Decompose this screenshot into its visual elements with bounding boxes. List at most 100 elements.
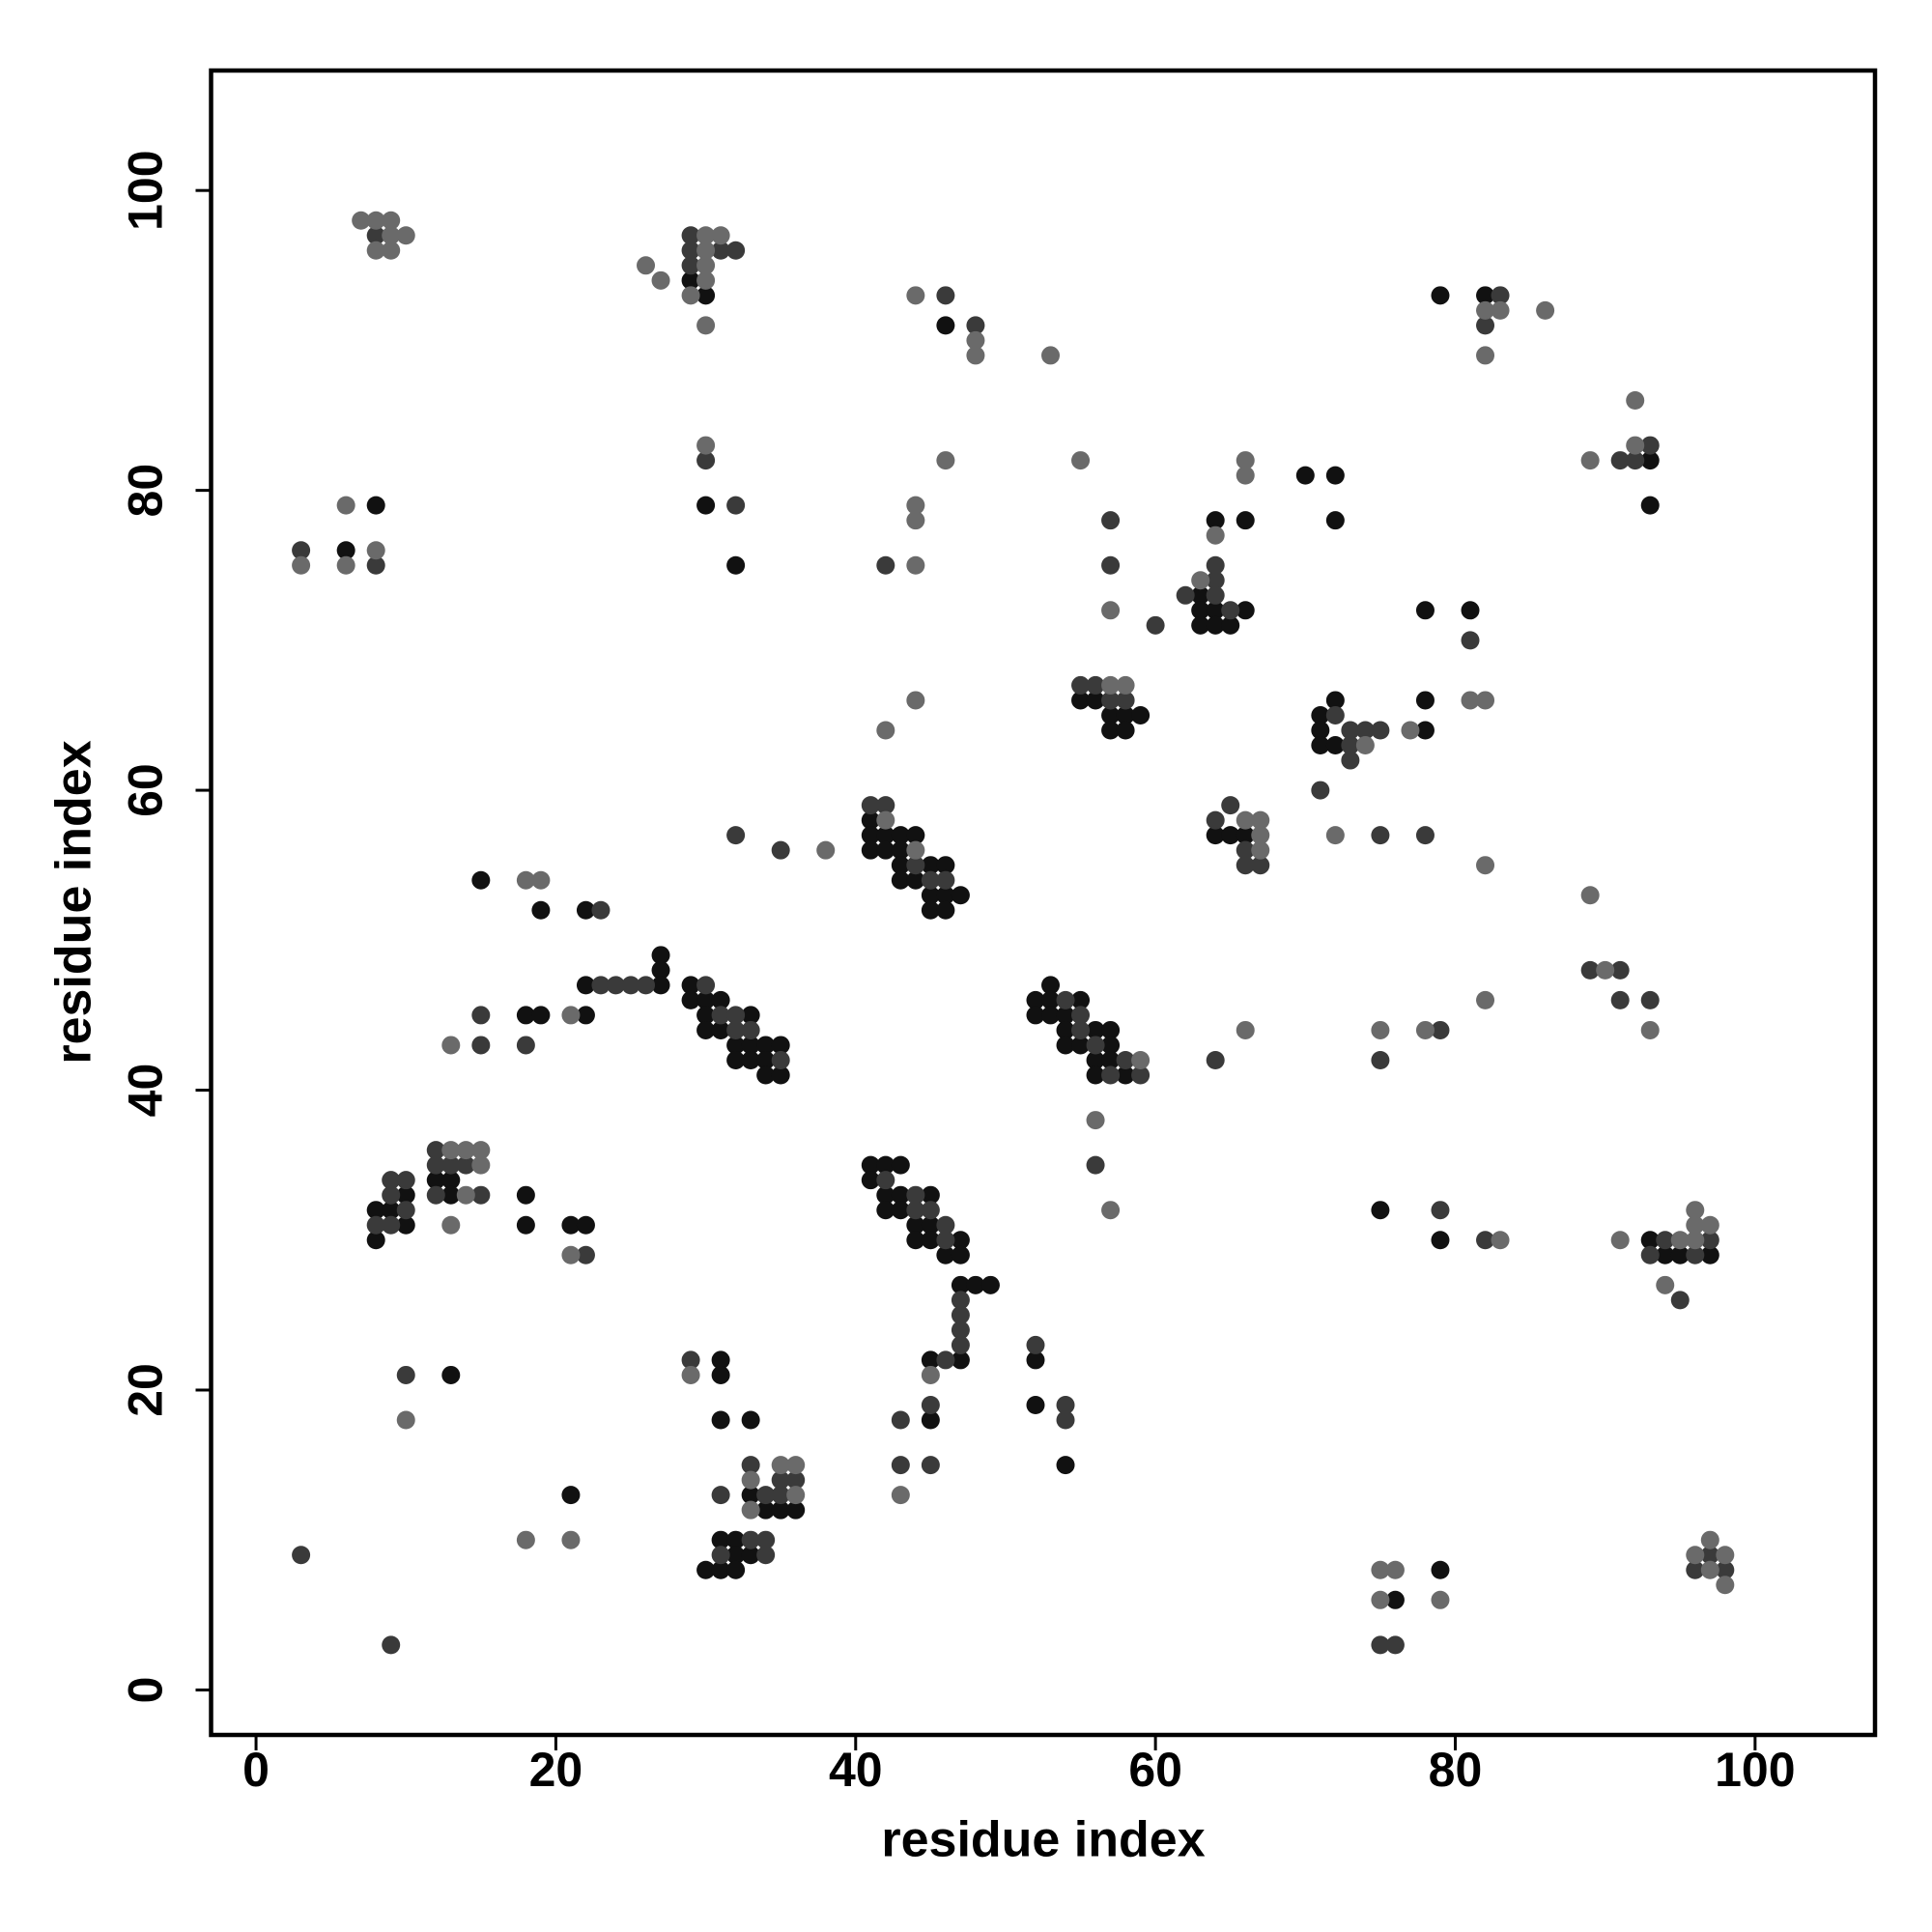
point [906, 870, 925, 890]
point [591, 976, 611, 995]
point [1716, 1560, 1735, 1579]
point [861, 810, 880, 830]
point [696, 316, 716, 335]
point [1656, 1275, 1675, 1294]
point [1041, 976, 1061, 995]
point [936, 316, 955, 335]
point [1415, 691, 1435, 710]
point [1476, 990, 1495, 1009]
point [1101, 601, 1121, 620]
point [1341, 721, 1360, 740]
point [1640, 1020, 1660, 1039]
point [741, 1050, 760, 1069]
point [936, 856, 955, 875]
point [1101, 1050, 1121, 1069]
point [1191, 585, 1210, 605]
point [1101, 1020, 1121, 1039]
point [771, 1050, 790, 1069]
point [1476, 856, 1495, 875]
point [516, 1185, 535, 1205]
point [1700, 1215, 1719, 1235]
point [1236, 511, 1255, 530]
point [906, 826, 925, 845]
point [561, 1215, 581, 1235]
point [906, 856, 925, 875]
point [951, 886, 970, 905]
point [1295, 466, 1315, 485]
point [966, 316, 985, 335]
point [906, 1231, 925, 1250]
point [336, 541, 355, 560]
point [936, 286, 955, 305]
point [951, 1291, 970, 1310]
point [741, 1530, 760, 1549]
point [921, 1456, 940, 1475]
point [1026, 1396, 1045, 1415]
point [1491, 286, 1510, 305]
point [816, 840, 836, 860]
point [861, 840, 880, 860]
point [1686, 1201, 1705, 1220]
point [1461, 691, 1480, 710]
point [1371, 721, 1390, 740]
y-tick-label: 100 [119, 150, 173, 230]
point [1371, 1020, 1390, 1039]
point [651, 960, 670, 980]
point [382, 1635, 401, 1655]
point [786, 1500, 806, 1520]
point [651, 946, 670, 965]
point [426, 1155, 445, 1175]
point [561, 1006, 581, 1025]
x-tick-label: 20 [529, 1743, 583, 1797]
point [352, 211, 371, 230]
point [1371, 1050, 1390, 1069]
point [771, 1036, 790, 1055]
point [951, 1231, 970, 1250]
point [696, 976, 716, 995]
point [696, 1560, 716, 1579]
point [1221, 601, 1240, 620]
point [756, 1500, 776, 1520]
point [531, 1006, 551, 1025]
point [441, 1215, 461, 1235]
point [741, 1500, 760, 1520]
point [696, 226, 716, 245]
point [741, 1036, 760, 1055]
point [1206, 615, 1225, 635]
point [1686, 1245, 1705, 1264]
point [1415, 826, 1435, 845]
point [980, 1275, 1000, 1294]
point [726, 1020, 746, 1039]
point [1191, 601, 1210, 620]
point [1415, 721, 1435, 740]
point [1221, 796, 1240, 815]
point [336, 496, 355, 515]
point [1086, 691, 1105, 710]
point [696, 990, 716, 1009]
point [711, 1410, 730, 1430]
point [1101, 691, 1121, 710]
point [741, 1020, 760, 1039]
point [1086, 1065, 1105, 1085]
point [366, 541, 385, 560]
point [1610, 990, 1630, 1009]
point [1311, 781, 1330, 800]
point [936, 870, 955, 890]
point [1371, 1560, 1390, 1579]
point [1431, 1231, 1450, 1250]
point [756, 1036, 776, 1055]
point [1371, 826, 1390, 845]
point [1206, 555, 1225, 575]
point [1580, 886, 1600, 905]
x-tick-label: 0 [242, 1743, 270, 1797]
point [1086, 1050, 1105, 1069]
point [1116, 675, 1135, 695]
point [382, 1215, 401, 1235]
point [786, 1456, 806, 1475]
point [1461, 601, 1480, 620]
point [1026, 1350, 1045, 1370]
point [1325, 826, 1345, 845]
point [1191, 571, 1210, 590]
